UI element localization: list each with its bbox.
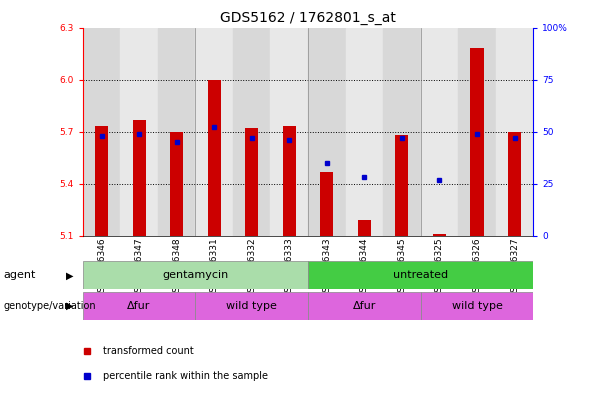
Bar <box>433 234 446 236</box>
Bar <box>508 132 521 236</box>
Bar <box>233 28 270 236</box>
Bar <box>458 28 496 236</box>
Bar <box>470 48 484 236</box>
Bar <box>83 28 120 236</box>
Text: Δfur: Δfur <box>128 301 151 311</box>
Text: gentamycin: gentamycin <box>162 270 229 280</box>
Bar <box>308 28 346 236</box>
Bar <box>158 28 196 236</box>
Text: percentile rank within the sample: percentile rank within the sample <box>103 371 268 382</box>
Text: genotype/variation: genotype/variation <box>3 301 96 311</box>
Bar <box>170 132 183 236</box>
Title: GDS5162 / 1762801_s_at: GDS5162 / 1762801_s_at <box>220 11 396 25</box>
Text: transformed count: transformed count <box>103 345 194 356</box>
Text: agent: agent <box>3 270 36 281</box>
Bar <box>120 28 158 236</box>
Bar <box>308 261 533 289</box>
Bar <box>283 127 296 236</box>
Bar <box>395 135 408 236</box>
Text: ▶: ▶ <box>66 270 74 281</box>
Bar <box>270 28 308 236</box>
Bar <box>83 292 196 320</box>
Bar <box>496 28 533 236</box>
Bar <box>346 28 383 236</box>
Bar <box>95 127 108 236</box>
Bar <box>132 119 146 236</box>
Bar <box>383 28 421 236</box>
Bar <box>320 172 333 236</box>
Text: wild type: wild type <box>226 301 277 311</box>
Text: ▶: ▶ <box>66 301 74 311</box>
Text: wild type: wild type <box>452 301 503 311</box>
Bar <box>358 220 371 236</box>
Text: Δfur: Δfur <box>352 301 376 311</box>
Bar <box>421 28 458 236</box>
Bar <box>245 128 258 236</box>
Bar <box>421 292 533 320</box>
Bar <box>196 28 233 236</box>
Text: untreated: untreated <box>393 270 448 280</box>
Bar <box>196 292 308 320</box>
Bar <box>208 79 221 236</box>
Bar <box>83 261 308 289</box>
Bar <box>308 292 421 320</box>
